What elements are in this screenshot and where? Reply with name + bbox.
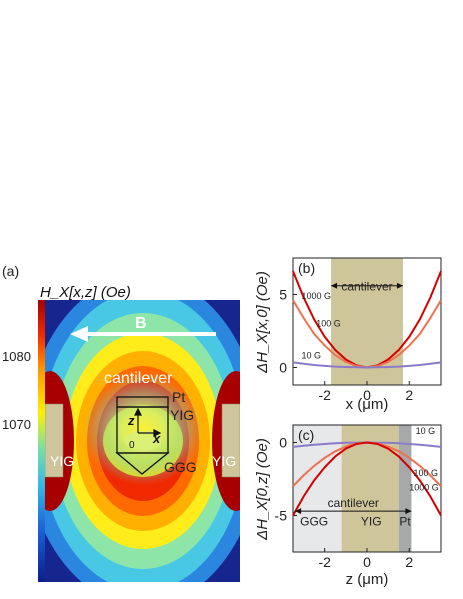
y-tick-label: 0 — [279, 435, 287, 451]
span-arrow-head — [331, 282, 338, 289]
colorbar-title: H_X[x,z] (Oe) — [40, 284, 131, 301]
ggg-label: GGG — [164, 459, 197, 475]
panel-c-chart: (c) ΔH_X[0,z] (Oe) z (μm) -2 0 2 0 -5 10 G 100… — [254, 424, 442, 588]
ggg-tip — [115, 452, 170, 475]
series-label: 10 G — [301, 351, 321, 361]
series-line-1000g — [292, 441, 442, 516]
series-label: 100 G — [414, 468, 439, 478]
panel-c-ylabel: ΔH_X[0,z] (Oe) — [254, 438, 271, 541]
panel-b-ylabel: ΔH_X[x,0] (Oe) — [254, 271, 271, 374]
span-arrow-head — [295, 508, 302, 515]
z-axis-head — [134, 407, 142, 416]
span-arrow-head — [405, 508, 412, 515]
span-arrow-head — [396, 282, 403, 289]
field-map — [45, 300, 240, 582]
panel-b-xlabel: x (μm) — [346, 396, 389, 413]
cantilever-outline — [115, 396, 170, 475]
region-yig — [341, 425, 399, 552]
region-label: YIG — [361, 515, 382, 529]
panel-c-xlabel: z (μm) — [346, 571, 389, 588]
field-label: B — [135, 315, 147, 332]
cantilever-label: cantilever — [104, 370, 173, 387]
panel-b-label: (b) — [298, 260, 315, 276]
x-tick-label: -2 — [318, 387, 331, 403]
panel-b-chart: (b) ΔH_X[x,0] (Oe) x (μm) -2 0 2 0 5 1000 G 10… — [254, 257, 442, 413]
colorbar-title-text: H_X[x,z] (Oe) — [40, 284, 131, 301]
left-magnet — [45, 403, 64, 478]
x-tick-label: 2 — [405, 387, 413, 403]
region-label: GGG — [300, 515, 328, 529]
span-label: cantilever — [341, 280, 392, 294]
colorbar-tick-1080: 1080 — [2, 349, 31, 364]
panel-c-label: (c) — [298, 427, 314, 443]
series-label: 1000 G — [409, 483, 439, 493]
x-tick-label: 0 — [363, 554, 371, 570]
x-tick-label: 2 — [405, 554, 413, 570]
series-label: 100 G — [316, 319, 341, 329]
series-label: 1000 G — [301, 291, 331, 301]
x-axis-head — [153, 429, 162, 437]
region-label: Pt — [399, 515, 411, 529]
y-tick-label: 5 — [279, 286, 287, 302]
panel-a-label: (a) — [2, 263, 19, 279]
series-line-10g — [292, 361, 442, 369]
axis-x-label: x — [152, 431, 161, 446]
region-cantilever — [331, 258, 403, 385]
yig-left-label: YIG — [50, 453, 74, 469]
axis-z-label: z — [127, 413, 135, 428]
y-tick-label: -5 — [275, 508, 288, 524]
yig-tip-label: YIG — [170, 407, 194, 423]
origin-label: 0 — [129, 440, 135, 451]
local-axes — [134, 407, 162, 437]
colorbar-tick-1070: 1070 — [2, 417, 31, 432]
span-label: cantilever — [328, 496, 379, 510]
right-magnet — [221, 403, 240, 478]
series-label: 10 G — [416, 426, 436, 436]
panel-a: (a) H_X[x,z] (Oe) 1080 1070 — [2, 263, 240, 582]
y-tick-label: 0 — [279, 359, 287, 375]
field-arrow-head — [70, 326, 88, 342]
x-tick-label: 0 — [363, 387, 371, 403]
pt-label: Pt — [172, 389, 185, 405]
x-tick-label: -2 — [318, 554, 331, 570]
yig-right-label: YIG — [212, 453, 236, 469]
colorbar — [38, 300, 45, 582]
